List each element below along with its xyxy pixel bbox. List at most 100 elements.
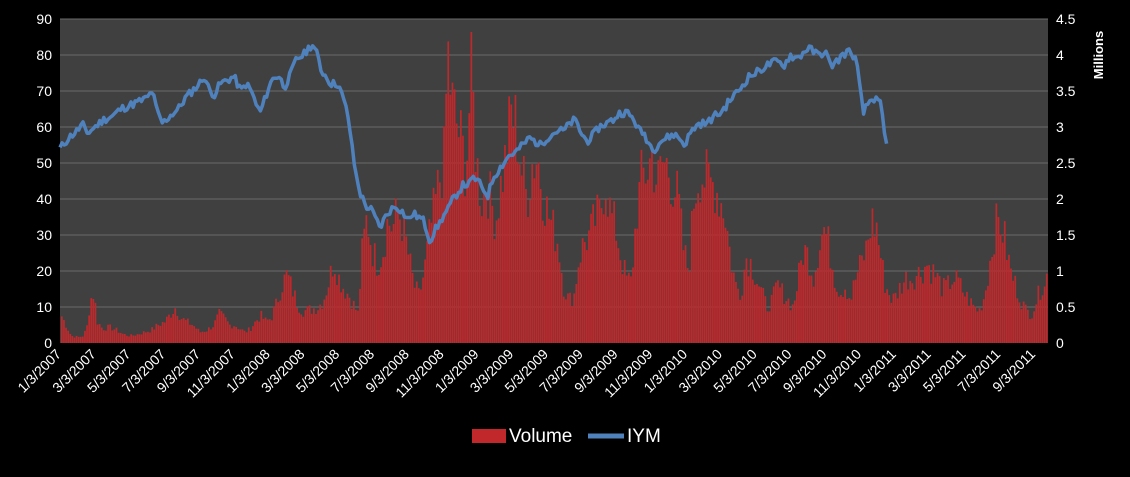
volume-bar bbox=[281, 292, 284, 343]
volume-bar bbox=[634, 228, 636, 343]
volume-bar bbox=[966, 291, 968, 343]
volume-bar bbox=[882, 259, 884, 343]
volume-bar bbox=[472, 91, 475, 343]
volume-bar bbox=[205, 331, 208, 343]
volume-bar bbox=[539, 189, 542, 343]
volume-bar bbox=[691, 210, 693, 343]
left-tick-label: 40 bbox=[36, 191, 52, 207]
volume-bar bbox=[621, 274, 624, 343]
volume-bar bbox=[940, 296, 943, 343]
volume-bar bbox=[157, 325, 160, 343]
volume-bar bbox=[957, 277, 960, 343]
volume-bar bbox=[919, 276, 922, 343]
volume-bar bbox=[695, 203, 697, 343]
volume-bar bbox=[254, 321, 256, 343]
right-tick-label: 2.5 bbox=[1056, 155, 1076, 171]
iym-line bbox=[58, 44, 889, 245]
volume-bar bbox=[575, 283, 578, 343]
volume-bar bbox=[730, 272, 733, 343]
volume-bar bbox=[863, 260, 865, 343]
volume-bar bbox=[852, 280, 855, 343]
volume-bar bbox=[468, 113, 471, 344]
volume-bar bbox=[953, 281, 956, 343]
volume-bar bbox=[434, 194, 437, 343]
volume-bar bbox=[82, 336, 84, 343]
volume-bar bbox=[827, 226, 830, 343]
volume-bar bbox=[781, 283, 783, 343]
volume-bar bbox=[590, 213, 592, 343]
volume-bar bbox=[976, 311, 979, 343]
volume-bar bbox=[804, 245, 807, 343]
volume-bar bbox=[978, 308, 981, 343]
volume-bar bbox=[443, 126, 445, 344]
volume-bar bbox=[499, 175, 502, 343]
volume-bar bbox=[413, 287, 416, 343]
volume-bar bbox=[172, 314, 174, 343]
volume-bar bbox=[302, 316, 305, 343]
volume-bar bbox=[556, 243, 559, 343]
volume-bar bbox=[212, 327, 214, 343]
volume-bar bbox=[283, 274, 286, 343]
volume-bar bbox=[758, 286, 760, 343]
volume-bar bbox=[294, 290, 296, 343]
volume-bar bbox=[203, 331, 206, 343]
volume-bar bbox=[714, 213, 716, 343]
volume-bar bbox=[991, 257, 993, 343]
volume-bar bbox=[770, 294, 773, 343]
volume-bar bbox=[222, 313, 225, 343]
volume-bar bbox=[1033, 311, 1035, 343]
volume-bar bbox=[915, 276, 918, 343]
volume-bar bbox=[140, 334, 143, 343]
left-tick-label: 10 bbox=[36, 299, 52, 315]
volume-bar bbox=[344, 298, 347, 343]
volume-bar bbox=[798, 262, 800, 343]
volume-bar bbox=[779, 287, 781, 343]
volume-bar bbox=[92, 298, 95, 343]
volume-bar bbox=[474, 172, 477, 343]
volume-bar bbox=[142, 331, 145, 343]
volume-bar bbox=[600, 208, 603, 343]
volume-bar bbox=[747, 276, 750, 343]
volume-bar bbox=[266, 319, 269, 343]
volume-bar bbox=[313, 308, 315, 343]
volume-bar bbox=[777, 280, 779, 343]
volume-bar bbox=[541, 220, 544, 343]
volume-bar bbox=[672, 206, 674, 343]
volume-bar bbox=[898, 282, 901, 343]
volume-bar bbox=[342, 288, 345, 343]
volume-bar bbox=[693, 208, 695, 343]
volume-bar bbox=[485, 198, 487, 343]
volume-bar bbox=[275, 298, 277, 343]
volume-bar bbox=[623, 259, 626, 343]
volume-bar bbox=[506, 163, 508, 343]
volume-bar bbox=[810, 275, 813, 343]
volume-bar bbox=[378, 274, 380, 343]
volume-bar bbox=[951, 284, 954, 343]
volume-bar bbox=[640, 149, 643, 343]
volume-bar bbox=[844, 289, 846, 343]
volume-bar bbox=[98, 324, 101, 343]
volume-bar bbox=[525, 188, 527, 343]
volume-bar bbox=[243, 330, 246, 343]
volume-bar bbox=[462, 135, 464, 343]
volume-bar bbox=[449, 94, 452, 343]
volume-bar bbox=[751, 279, 754, 343]
volume-bar bbox=[594, 225, 597, 343]
volume-bar bbox=[145, 332, 147, 343]
volume-bar bbox=[850, 299, 853, 343]
volume-bar bbox=[132, 335, 135, 343]
volume-bar bbox=[733, 272, 735, 343]
volume-bar bbox=[1029, 319, 1031, 343]
right-tick-label: 4.5 bbox=[1056, 11, 1076, 27]
volume-bar bbox=[520, 175, 523, 343]
volume-bar bbox=[741, 295, 744, 343]
volume-bar bbox=[636, 228, 639, 343]
volume-bar bbox=[961, 292, 964, 343]
volume-bar bbox=[352, 300, 355, 343]
volume-bar bbox=[510, 104, 513, 343]
left-tick-label: 30 bbox=[36, 227, 52, 243]
volume-bar bbox=[789, 310, 792, 343]
volume-bar bbox=[936, 273, 939, 343]
volume-bar bbox=[403, 213, 405, 343]
